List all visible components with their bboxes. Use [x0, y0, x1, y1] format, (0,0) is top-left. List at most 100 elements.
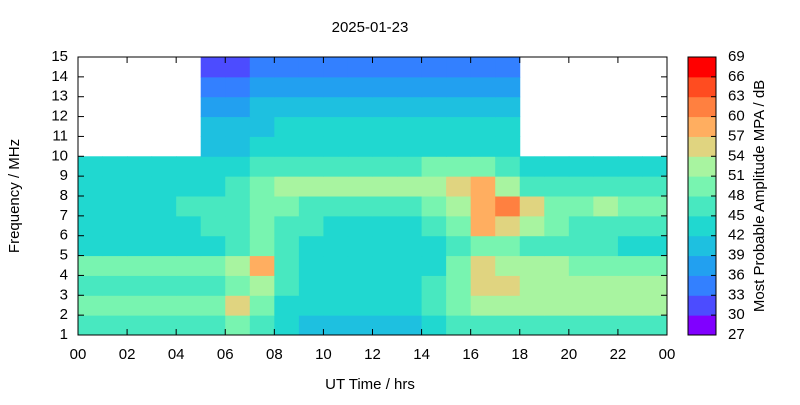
- colorbar-tick-label: 45: [728, 207, 745, 224]
- heatmap-cell: [470, 255, 496, 276]
- heatmap-cell: [225, 176, 251, 197]
- heatmap-cell: [176, 156, 202, 177]
- x-tick-label: 20: [560, 346, 577, 363]
- heatmap-cell: [249, 196, 275, 217]
- heatmap-cell: [200, 116, 226, 137]
- heatmap-cell: [421, 116, 447, 137]
- colorbar-segment: [688, 96, 716, 118]
- heatmap-cell: [200, 96, 226, 118]
- heatmap-cell: [642, 275, 668, 296]
- heatmap-cell: [274, 295, 300, 316]
- heatmap-cell: [78, 235, 104, 257]
- heatmap-cell: [274, 315, 300, 336]
- heatmap-cell: [323, 116, 349, 137]
- heatmap-cell: [298, 295, 324, 316]
- heatmap-cell: [495, 295, 521, 316]
- heatmap-cell: [470, 275, 496, 296]
- heatmap-cell: [102, 295, 128, 316]
- heatmap-cell: [298, 96, 324, 118]
- heatmap-cell: [446, 136, 472, 157]
- heatmap-cell: [127, 315, 153, 336]
- heatmap-cell: [249, 156, 275, 177]
- heatmap-cell: [298, 116, 324, 137]
- heatmap-cell: [225, 96, 251, 118]
- heatmap-cell: [225, 57, 251, 78]
- heatmap-cell: [372, 96, 398, 118]
- heatmap-cell: [249, 57, 275, 78]
- heatmap-cell: [421, 76, 447, 98]
- heatmap-cell: [446, 96, 472, 118]
- heatmap-cell: [397, 76, 423, 98]
- y-tick-label: 6: [60, 227, 68, 244]
- heatmap-cell: [347, 235, 373, 257]
- heatmap-cell: [470, 235, 496, 257]
- heatmap-cell: [397, 275, 423, 296]
- colorbar-tick-label: 39: [728, 247, 745, 264]
- colorbar-segment: [688, 235, 716, 257]
- heatmap-cell: [593, 255, 619, 276]
- heatmap-cell: [519, 255, 545, 276]
- heatmap-cell: [397, 116, 423, 137]
- heatmap-cell: [495, 176, 521, 197]
- heatmap-cell: [397, 156, 423, 177]
- heatmap-cell: [298, 136, 324, 157]
- heatmap-cell: [298, 196, 324, 217]
- heatmap-cell: [298, 176, 324, 197]
- heatmap-cell: [274, 275, 300, 296]
- heatmap-cell: [372, 295, 398, 316]
- colorbar-tick-label: 36: [728, 266, 745, 283]
- heatmap-cell: [323, 156, 349, 177]
- y-tick-label: 15: [51, 48, 68, 65]
- heatmap-cell: [470, 116, 496, 137]
- heatmap-cell: [421, 156, 447, 177]
- heatmap-cell: [593, 176, 619, 197]
- heatmap-cell: [200, 76, 226, 98]
- heatmap-cell: [495, 215, 521, 237]
- heatmap-cell: [200, 156, 226, 177]
- heatmap-cell: [323, 196, 349, 217]
- heatmap-cell: [568, 315, 594, 336]
- heatmap-cell: [519, 176, 545, 197]
- y-tick-label: 8: [60, 187, 68, 204]
- heatmap-cell: [470, 295, 496, 316]
- heatmap-cell: [372, 235, 398, 257]
- heatmap-cell: [298, 156, 324, 177]
- y-tick-label: 12: [51, 108, 68, 125]
- y-tick-label: 11: [52, 127, 68, 144]
- chart-title: 2025-01-23: [332, 19, 409, 36]
- heatmap-cell: [176, 255, 202, 276]
- heatmap-cell: [347, 156, 373, 177]
- colorbar-label: Most Probable Amplitude MPA / dB: [751, 80, 768, 312]
- heatmap-cell: [421, 255, 447, 276]
- heatmap-cell: [225, 275, 251, 296]
- heatmap-cell: [274, 196, 300, 217]
- heatmap-cell: [446, 235, 472, 257]
- heatmap-cell: [593, 315, 619, 336]
- heatmap-cell: [544, 275, 570, 296]
- heatmap-cell: [495, 156, 521, 177]
- heatmap-cell: [495, 116, 521, 137]
- heatmap-cell: [323, 57, 349, 78]
- colorbar-segment: [688, 57, 716, 78]
- heatmap-cell: [544, 235, 570, 257]
- colorbar-segment: [688, 295, 716, 316]
- heatmap-cell: [102, 255, 128, 276]
- heatmap-cell: [372, 176, 398, 197]
- heatmap-cell: [249, 295, 275, 316]
- colorbar-tick-label: 33: [728, 286, 745, 303]
- heatmap-cell: [102, 275, 128, 296]
- heatmap-cell: [544, 315, 570, 336]
- heatmap-cell: [323, 76, 349, 98]
- heatmap-cell: [347, 176, 373, 197]
- heatmap-cell: [127, 275, 153, 296]
- heatmap-cell: [372, 76, 398, 98]
- heatmap-cell: [617, 255, 643, 276]
- heatmap-cell: [397, 295, 423, 316]
- heatmap-cell: [200, 196, 226, 217]
- heatmap-cell: [274, 156, 300, 177]
- colorbar-segment: [688, 315, 716, 336]
- heatmap-cell: [495, 196, 521, 217]
- heatmap-cell: [225, 136, 251, 157]
- heatmap-cell: [249, 116, 275, 137]
